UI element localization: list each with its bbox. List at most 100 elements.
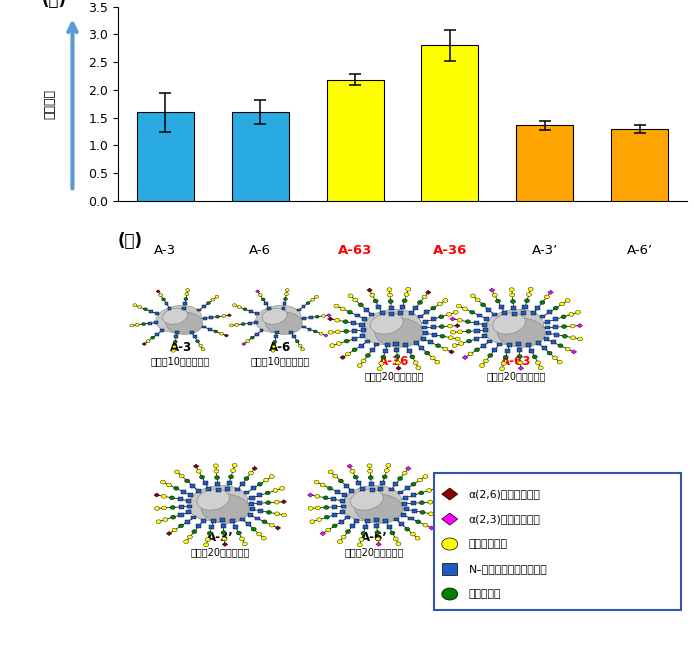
Bar	[373, 518, 379, 522]
Circle shape	[257, 483, 262, 486]
Polygon shape	[489, 288, 495, 292]
Bar	[523, 305, 527, 309]
Circle shape	[282, 513, 287, 517]
Bar	[389, 312, 394, 316]
Circle shape	[185, 293, 189, 296]
Bar	[403, 496, 408, 500]
Bar	[226, 481, 232, 485]
Circle shape	[443, 299, 448, 303]
Bar	[484, 317, 489, 321]
Bar	[274, 336, 278, 338]
Bar	[374, 524, 379, 528]
Bar	[352, 337, 357, 340]
Bar	[418, 314, 423, 318]
Bar	[492, 348, 497, 352]
Bar	[186, 510, 192, 514]
Bar	[332, 505, 337, 509]
Bar	[511, 312, 517, 316]
Circle shape	[184, 297, 188, 301]
Bar	[409, 311, 414, 315]
Circle shape	[433, 487, 439, 491]
Bar	[351, 321, 356, 325]
Bar	[520, 311, 525, 315]
Bar	[255, 333, 259, 336]
Bar	[541, 314, 545, 318]
Polygon shape	[281, 500, 287, 504]
Bar	[442, 563, 457, 575]
Bar	[192, 516, 196, 520]
Circle shape	[480, 303, 486, 307]
Circle shape	[553, 307, 558, 310]
Ellipse shape	[188, 485, 248, 521]
Ellipse shape	[166, 312, 203, 334]
Bar	[529, 349, 534, 353]
Bar	[292, 336, 296, 338]
Polygon shape	[307, 493, 313, 497]
Bar	[244, 491, 249, 495]
Polygon shape	[347, 464, 353, 468]
Bar	[475, 337, 480, 340]
Circle shape	[398, 477, 403, 481]
Bar	[197, 308, 201, 311]
Circle shape	[418, 301, 423, 305]
Circle shape	[316, 518, 321, 522]
Bar	[302, 326, 305, 328]
Polygon shape	[252, 466, 257, 471]
Ellipse shape	[162, 308, 187, 324]
Circle shape	[390, 531, 395, 535]
Bar	[359, 487, 364, 491]
Circle shape	[232, 463, 237, 467]
Bar	[411, 493, 416, 497]
Circle shape	[452, 344, 457, 348]
Bar	[423, 326, 428, 330]
Circle shape	[171, 515, 176, 519]
Bar	[339, 520, 344, 524]
Bar	[405, 487, 409, 491]
Circle shape	[547, 352, 552, 355]
Circle shape	[387, 288, 392, 291]
Circle shape	[442, 588, 458, 600]
Bar	[249, 502, 254, 506]
Circle shape	[525, 299, 530, 303]
Circle shape	[346, 530, 350, 534]
Circle shape	[552, 356, 557, 360]
Circle shape	[419, 500, 424, 504]
Circle shape	[146, 340, 150, 342]
Bar	[309, 316, 313, 319]
Circle shape	[475, 348, 480, 352]
Ellipse shape	[265, 312, 303, 334]
Bar	[235, 487, 240, 491]
Circle shape	[172, 528, 177, 532]
Text: A-3: A-3	[169, 341, 192, 354]
Bar	[502, 311, 507, 314]
Bar	[282, 307, 285, 310]
Bar	[481, 344, 486, 348]
Polygon shape	[156, 290, 160, 293]
Circle shape	[242, 542, 247, 545]
Circle shape	[272, 345, 276, 348]
Circle shape	[511, 299, 516, 303]
Circle shape	[457, 330, 463, 334]
Circle shape	[565, 347, 570, 351]
Circle shape	[167, 483, 171, 487]
Polygon shape	[224, 334, 228, 337]
Bar	[258, 509, 263, 513]
Bar	[531, 311, 536, 315]
Bar	[203, 481, 208, 485]
Circle shape	[375, 537, 380, 541]
Circle shape	[466, 320, 471, 324]
Circle shape	[353, 475, 358, 479]
Bar	[220, 518, 225, 522]
Text: 全部で10分子の糖鎖: 全部で10分子の糖鎖	[151, 357, 210, 367]
Polygon shape	[227, 314, 232, 317]
Bar	[178, 513, 183, 516]
Circle shape	[311, 298, 314, 301]
Circle shape	[565, 299, 570, 303]
Circle shape	[557, 360, 562, 364]
Circle shape	[503, 355, 508, 359]
Bar	[275, 330, 279, 334]
Circle shape	[413, 361, 418, 365]
Circle shape	[285, 293, 289, 296]
Circle shape	[368, 469, 373, 473]
Circle shape	[200, 475, 205, 479]
